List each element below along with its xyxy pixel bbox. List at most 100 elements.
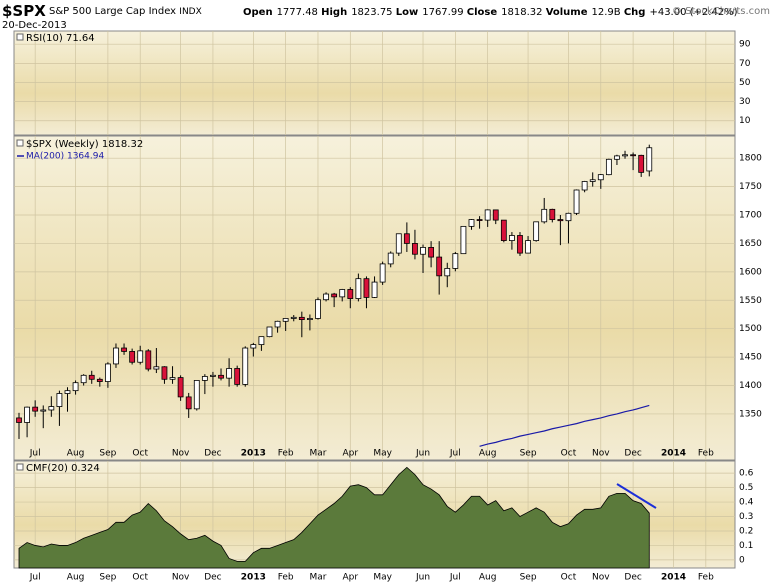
header-line: $SPX S&P 500 Large Cap Index INDX bbox=[2, 2, 202, 20]
y-tick-label: 30 bbox=[739, 97, 751, 107]
candle-body bbox=[250, 344, 257, 349]
ma-line bbox=[479, 404, 650, 447]
quote-value: 1767.99 bbox=[422, 7, 463, 18]
candle-body bbox=[460, 225, 467, 255]
x-tick-label: Sep bbox=[520, 573, 537, 583]
x-tick-label: Mar bbox=[309, 449, 326, 459]
candle-body bbox=[210, 374, 216, 377]
candle-body bbox=[339, 289, 346, 298]
quote-line: Open 1777.48 High 1823.75 Low 1767.99 Close… bbox=[243, 7, 738, 18]
x-tick-label: Oct bbox=[132, 449, 148, 459]
x-tick-label: Dec bbox=[624, 573, 641, 583]
y-tick-label: 1650 bbox=[739, 239, 762, 249]
x-tick-label: Jul bbox=[449, 573, 461, 583]
x-tick-label: Jul bbox=[29, 449, 41, 459]
quote-value: 12.9B bbox=[592, 7, 621, 18]
candle-body bbox=[646, 147, 653, 172]
candle-body bbox=[129, 351, 136, 363]
candle-body bbox=[630, 154, 637, 157]
candle-body bbox=[395, 233, 402, 254]
panel-title: RSI(10) 71.64 bbox=[26, 33, 95, 44]
candle-body bbox=[88, 374, 95, 380]
quote-label: Volume bbox=[546, 7, 588, 18]
candle-body bbox=[121, 347, 127, 352]
candle-body bbox=[355, 278, 362, 299]
y-tick-label: 1550 bbox=[739, 296, 762, 306]
x-tick-label: Dec bbox=[624, 449, 641, 459]
candle-body bbox=[274, 320, 281, 328]
x-tick-label: Feb bbox=[698, 449, 714, 459]
y-tick-label: 0 bbox=[739, 555, 745, 565]
quote-value: 1823.75 bbox=[351, 7, 392, 18]
quote-value: 1818.32 bbox=[501, 7, 542, 18]
candle-body bbox=[371, 281, 378, 298]
candle-body bbox=[509, 235, 515, 241]
x-tick-label: 2013 bbox=[241, 573, 266, 583]
y-tick-label: 70 bbox=[739, 59, 751, 69]
y-tick-label: 0.5 bbox=[739, 483, 753, 493]
candle-body bbox=[177, 377, 184, 398]
legend-entry: $SPX (Weekly) 1818.32 bbox=[26, 139, 143, 150]
candle-body bbox=[306, 318, 313, 321]
candle-body bbox=[605, 158, 612, 176]
x-tick-label: Jun bbox=[415, 573, 430, 583]
x-tick-label: Aug bbox=[479, 449, 497, 459]
candle-body bbox=[444, 268, 451, 277]
candle-body bbox=[597, 174, 604, 181]
candle-body bbox=[573, 189, 580, 214]
panels: 10 30 50 70 90 RSI(10) 71.64 1350 1400 1450 1500 1… bbox=[13, 30, 762, 583]
candle-body bbox=[492, 209, 499, 221]
candle-body bbox=[298, 316, 305, 321]
candle-body bbox=[557, 219, 564, 222]
x-tick-label: Nov bbox=[172, 573, 190, 583]
candle-body bbox=[533, 221, 540, 241]
x-tick-label: Apr bbox=[343, 573, 359, 583]
candle-body bbox=[137, 350, 144, 363]
index-name: S&P 500 Large Cap Index bbox=[49, 6, 176, 17]
x-tick-label: Aug bbox=[479, 573, 497, 583]
y-tick-label: 0.4 bbox=[739, 498, 754, 508]
candle-body bbox=[113, 347, 119, 365]
candle-body bbox=[185, 396, 192, 410]
x-tick-label: Oct bbox=[561, 449, 577, 459]
panel-frame bbox=[13, 30, 736, 136]
candle-body bbox=[169, 377, 176, 380]
quote-label: High bbox=[321, 7, 347, 18]
candle-body bbox=[290, 316, 297, 319]
y-tick-label: 1400 bbox=[739, 381, 762, 391]
x-tick-label: Apr bbox=[343, 449, 359, 459]
quote-label: Low bbox=[396, 7, 418, 18]
legend-icon bbox=[16, 139, 24, 147]
candle-body bbox=[201, 376, 208, 381]
candle-body bbox=[258, 336, 265, 346]
candle-body bbox=[347, 289, 354, 299]
panel-icon bbox=[16, 463, 24, 471]
candle-body bbox=[266, 326, 273, 338]
y-tick-label: 10 bbox=[739, 116, 751, 126]
candle-body bbox=[476, 219, 483, 221]
candle-body bbox=[16, 417, 22, 423]
quote-label: Open bbox=[243, 7, 273, 18]
candle-body bbox=[387, 252, 394, 265]
y-tick-label: 90 bbox=[739, 40, 751, 50]
x-tick-label: 2014 bbox=[661, 573, 686, 583]
date: 20-Dec-2013 bbox=[2, 20, 67, 31]
x-tick-label: Sep bbox=[99, 573, 116, 583]
trend-annotation bbox=[616, 483, 657, 509]
y-tick-label: 1500 bbox=[739, 324, 762, 334]
x-tick-label: 2014 bbox=[661, 449, 686, 459]
candle-body bbox=[193, 380, 200, 410]
x-tick-label: 2013 bbox=[241, 449, 266, 459]
y-tick-label: 0.2 bbox=[739, 526, 753, 536]
candle-body bbox=[145, 350, 152, 370]
x-tick-label: Nov bbox=[592, 449, 610, 459]
y-tick-label: 0.3 bbox=[739, 512, 753, 522]
candle-body bbox=[452, 253, 459, 269]
x-tick-label: Feb bbox=[278, 449, 294, 459]
candle-body bbox=[614, 155, 620, 160]
y-tick-label: 1700 bbox=[739, 211, 762, 221]
x-tick-label: Dec bbox=[204, 573, 221, 583]
quote-value: 1777.48 bbox=[277, 7, 318, 18]
panel-icon bbox=[16, 33, 24, 41]
candle-body bbox=[242, 347, 249, 385]
